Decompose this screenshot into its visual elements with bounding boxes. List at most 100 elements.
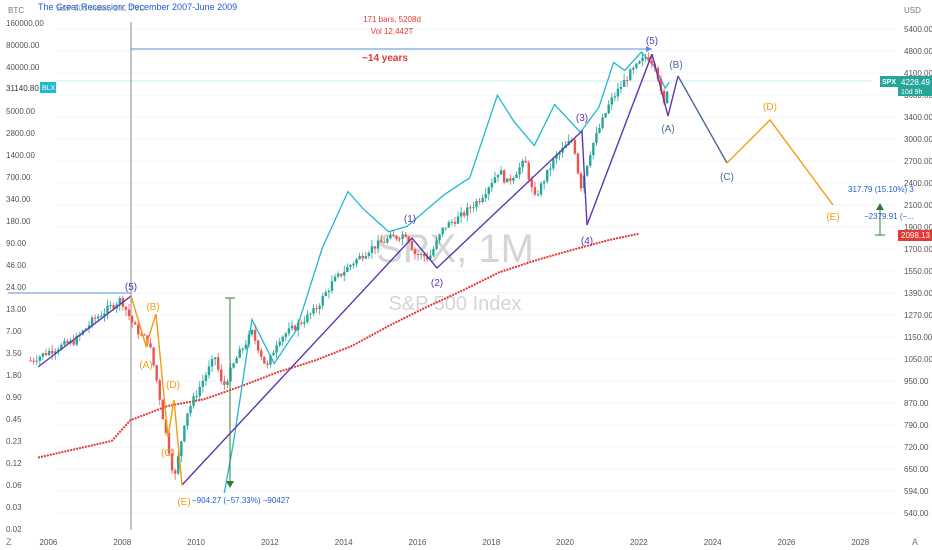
candle-body [521,160,524,168]
right-tick-label: 790.00 [904,421,929,430]
candle-body [386,238,389,243]
x-tick-label: 2026 [778,538,796,547]
candle-body [616,88,620,97]
candle-body [333,276,337,282]
candle-body [453,222,457,224]
candle-body [201,380,205,387]
candle-body [318,305,321,309]
candle-body [189,405,192,414]
candle-body [336,273,340,277]
candle-body [459,212,463,217]
candle-body [475,201,478,208]
candle-body [281,336,284,342]
right-tick-label: 5400.00 [904,25,932,34]
candle-body [650,60,653,64]
candle-body [644,57,647,59]
wave-label-a-2022: (A) [661,124,674,135]
current-price-box [898,76,932,96]
candle-body [256,340,260,351]
candle-body [622,80,626,87]
candle-body [416,254,420,256]
measure-duration: ~14 years [362,53,408,64]
candle-body [112,305,115,309]
left-tick-label: 7.00 [6,327,22,336]
candle-body [66,341,69,344]
wave-label-e-2009: (E) [177,497,190,508]
candle-body [238,349,241,358]
left-tick-label: 0.06 [6,481,22,490]
right-tick-label: 1390.00 [904,289,932,298]
right-tick-label: 2100.00 [904,201,932,210]
candle-body [210,358,214,367]
left-tick-label: 340.00 [6,195,31,204]
candle-body [324,292,328,297]
candle-body [195,395,198,397]
candle-body [662,90,666,104]
candle-body [530,179,534,188]
candle-body [419,253,423,255]
candle-body [502,170,506,183]
candle-body [555,154,558,159]
right-tick-label: 1150.00 [904,333,932,342]
candle-body [665,91,669,104]
candle-body [469,207,472,209]
candle-body [87,325,91,329]
right-tick-label: 1900.00 [904,223,932,232]
log-scale-toggle[interactable]: Z [6,537,12,547]
candle-body [349,265,352,267]
chart-title[interactable]: The Great Recession: December 2007-June … [38,2,237,12]
candle-body [625,80,629,82]
projection-c [677,75,728,164]
candle-body [444,227,447,229]
right-tick-label: 870.00 [904,399,929,408]
candle-body [284,333,288,337]
candle-body [389,234,392,239]
candle-body [143,334,146,336]
candle-body [312,308,315,314]
measure-arrow [646,46,652,52]
candle-body [462,212,466,216]
left-tick-label: 0.90 [6,393,22,402]
candle-body [438,234,441,241]
wave-label-5-2007: (5) [125,282,137,293]
right-tick-label: 3000.00 [904,135,932,144]
candle-body [576,153,580,174]
candle-body [432,248,435,256]
candle-body [343,271,346,276]
candle-body [487,187,490,195]
candle-body [41,353,45,357]
candle-body [106,305,109,314]
candle-body [641,57,644,62]
candle-body [383,242,386,244]
left-tick-label: 80000.00 [6,41,40,50]
left-tick-label: 46.00 [6,261,27,270]
candle-body [63,341,66,345]
candle-body [484,194,487,198]
candle-body [456,216,460,224]
projection-de [726,118,834,206]
candle-body [266,363,269,365]
measure-bars: 171 bars, 5208d [363,15,421,24]
left-tick-label: 1400.00 [6,151,35,160]
left-tick-label: 1.80 [6,371,22,380]
candle-body [481,197,484,202]
candle-body [130,316,134,323]
candle-body [103,313,106,316]
wave-label-d-2008: (D) [166,380,180,391]
candle-body [192,396,195,406]
candle-body [137,324,140,335]
correction-2008 [130,295,183,486]
candle-body [496,174,500,178]
candle-body [450,222,454,224]
impulse-wave [181,53,653,486]
candle-body [183,425,186,442]
candle-body [536,194,540,196]
auto-scale-toggle[interactable]: A [912,537,918,547]
x-tick-label: 2014 [335,538,353,547]
wave-label-a-2008: (A) [139,360,152,371]
candle-body [38,356,42,361]
candle-body [161,399,165,420]
candle-body [93,317,97,319]
candle-body [306,314,309,322]
